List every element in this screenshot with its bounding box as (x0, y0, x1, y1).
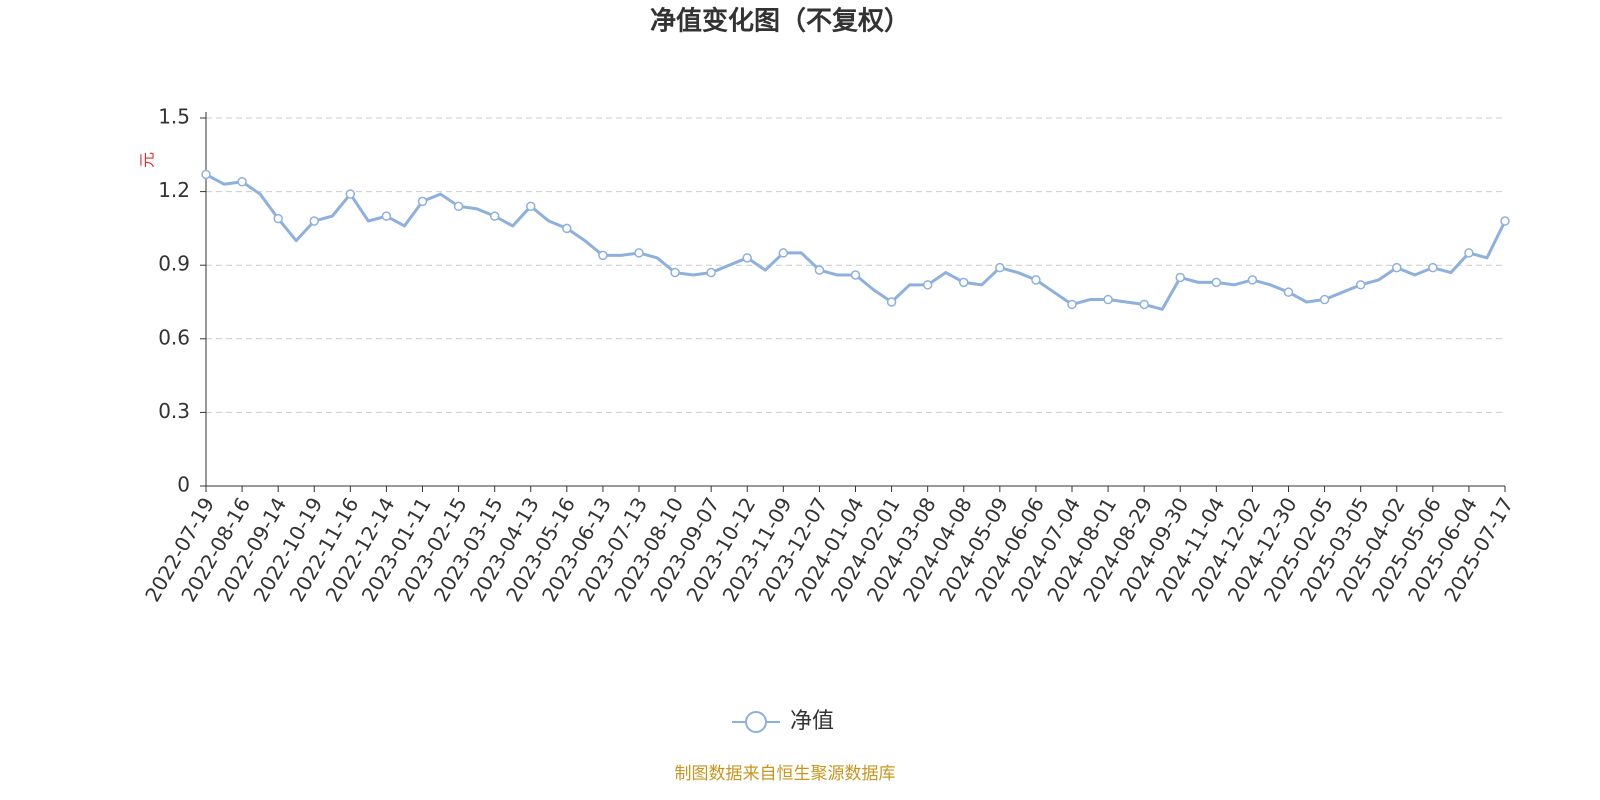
point-marker (634, 248, 644, 258)
series-line (205, 173, 1507, 311)
point-marker (453, 201, 464, 212)
y-tick-label: 1.5 (158, 105, 190, 129)
point-marker (1211, 277, 1222, 288)
point-marker (526, 201, 536, 212)
point-marker (959, 277, 969, 288)
y-tick-label: 0 (177, 473, 190, 497)
point-marker (1464, 248, 1474, 258)
y-axis-label: 元 (138, 152, 157, 168)
point-marker (1139, 299, 1149, 310)
point-marker (1247, 275, 1258, 285)
point-marker (1283, 287, 1294, 297)
y-tick-label: 0.3 (158, 399, 190, 423)
point-marker (850, 270, 861, 280)
point-marker (273, 213, 283, 224)
point-marker (1031, 275, 1041, 285)
y-tick-label: 0.6 (158, 325, 190, 349)
chart-title: 净值变化图（不复权） (650, 6, 910, 37)
point-marker (598, 250, 608, 261)
y-tick-label: 1.2 (158, 178, 190, 202)
legend-label: 净值 (790, 709, 834, 734)
point-marker (1319, 294, 1330, 305)
point-marker (562, 223, 572, 234)
point-marker (995, 262, 1005, 273)
legend-marker (745, 711, 767, 733)
point-marker (670, 267, 680, 278)
point-marker (309, 216, 319, 226)
point-marker (1355, 280, 1366, 290)
point-marker (814, 265, 825, 275)
point-marker (706, 267, 716, 278)
point-marker (417, 196, 428, 207)
point-marker (381, 211, 392, 221)
point-marker (1500, 216, 1510, 226)
y-tick-label: 0.9 (158, 252, 190, 276)
point-marker (1103, 294, 1113, 305)
point-marker (778, 248, 789, 258)
point-marker (489, 211, 500, 221)
point-marker (237, 177, 247, 187)
point-marker (742, 253, 752, 263)
point-marker (1067, 299, 1077, 310)
point-marker (201, 169, 211, 180)
point-marker (922, 280, 933, 290)
point-marker (886, 297, 897, 307)
source-note: 制图数据来自恒生聚源数据库 (675, 764, 896, 784)
point-marker (1392, 262, 1402, 273)
point-marker (1175, 272, 1185, 283)
point-marker (345, 189, 356, 199)
point-marker (1428, 262, 1438, 273)
